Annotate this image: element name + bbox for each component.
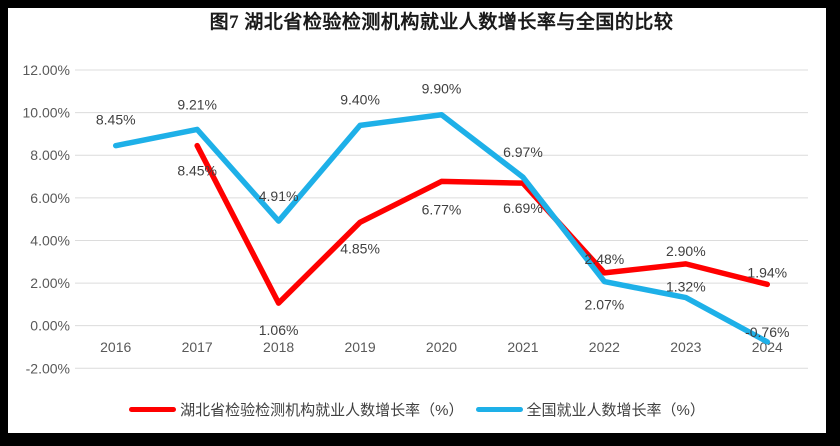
- data-label-national: 2.07%: [585, 297, 625, 313]
- y-tick-label: 6.00%: [30, 190, 70, 206]
- chart-title: 图7 湖北省检验检测机构就业人数增长率与全国的比较: [209, 12, 674, 33]
- data-label-national: 1.32%: [666, 279, 706, 295]
- data-label-hubei: 6.69%: [503, 200, 543, 216]
- data-label-national: 9.40%: [340, 91, 380, 107]
- legend-line-swatch-national: [475, 406, 523, 412]
- series-line-national: [112, 111, 771, 345]
- data-label-hubei: 1.94%: [747, 264, 787, 280]
- x-tick-label: 2024: [752, 339, 783, 355]
- legend-item-hubei: 湖北省检验检测机构就业人数增长率（%）: [129, 399, 464, 420]
- x-tick-label: 2023: [670, 339, 701, 355]
- x-tick-label: 2020: [426, 339, 457, 355]
- legend-line-swatch-hubei: [129, 406, 177, 412]
- legend-label-national: 全国就业人数增长率（%）: [526, 401, 705, 419]
- data-label-hubei: 1.06%: [259, 322, 299, 338]
- data-label-national: 9.21%: [177, 96, 217, 112]
- legend: 湖北省检验检测机构就业人数增长率（%） 全国就业人数增长率（%）: [8, 399, 826, 419]
- y-tick-label: 10.00%: [23, 105, 70, 121]
- y-tick-label: 8.00%: [30, 147, 70, 163]
- chart-background: [8, 8, 826, 433]
- x-tick-label: 2019: [344, 339, 375, 355]
- data-label-national: 6.97%: [503, 144, 543, 160]
- data-label-hubei: 4.85%: [340, 240, 380, 256]
- y-tick-label: 2.00%: [30, 275, 70, 291]
- data-label-national: 4.91%: [259, 188, 299, 204]
- data-label-hubei: 6.77%: [422, 201, 462, 217]
- x-tick-label: 2021: [507, 339, 538, 355]
- legend-label-hubei: 湖北省检验检测机构就业人数增长率（%）: [180, 401, 464, 419]
- x-tick-label: 2022: [589, 339, 620, 355]
- y-tick-label: 0.00%: [30, 318, 70, 334]
- x-tick-label: 2016: [100, 339, 131, 355]
- legend-item-national: 全国就业人数增长率（%）: [475, 399, 705, 420]
- series-line-hubei: [194, 142, 771, 306]
- data-label-national: 8.45%: [96, 112, 136, 128]
- data-label-hubei: 2.90%: [666, 243, 706, 259]
- data-label-national: -0.76%: [745, 324, 789, 340]
- data-label-hubei: 2.48%: [585, 251, 625, 267]
- x-tick-label: 2017: [182, 339, 213, 355]
- y-tick-label: 4.00%: [30, 232, 70, 248]
- x-tick-label: 2018: [263, 339, 294, 355]
- data-label-national: 9.90%: [422, 81, 462, 97]
- y-tick-label: -2.00%: [26, 360, 70, 376]
- data-label-hubei: 8.45%: [177, 163, 217, 179]
- y-tick-label: 12.00%: [23, 62, 70, 78]
